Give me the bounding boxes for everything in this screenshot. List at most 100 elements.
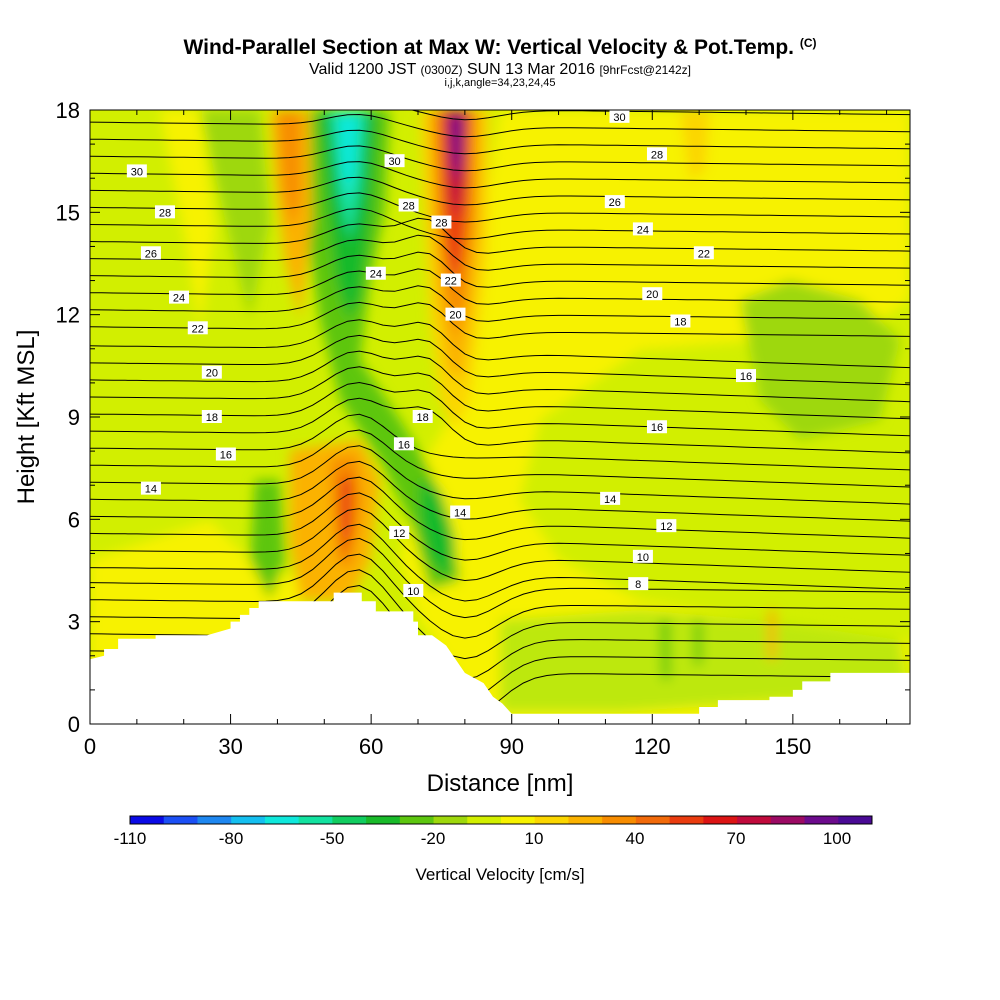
contour-label-bg xyxy=(393,437,414,451)
x-tick-label: 90 xyxy=(499,734,523,759)
colorbar-label: 100 xyxy=(823,829,851,848)
axes: 0 30 60 90 120 150 0 3 6 9 12 15 18 xyxy=(56,98,910,759)
contour-label: 14 xyxy=(145,484,157,496)
colorbar-swatch xyxy=(130,816,165,824)
colorbar-swatch xyxy=(804,816,839,824)
contour-label-bg xyxy=(693,246,714,260)
theta-contour-line xyxy=(90,301,910,339)
colorbar-swatch xyxy=(501,816,536,824)
downdraft-spot-surface-2 xyxy=(694,620,702,665)
theta-contour-line xyxy=(90,381,910,437)
contour-label: 30 xyxy=(613,112,625,124)
contour-label: 22 xyxy=(698,248,710,260)
terrain-mask xyxy=(90,592,910,724)
subtitle-date: SUN 13 Mar 2016 xyxy=(466,61,595,78)
contour-label: 30 xyxy=(388,156,400,168)
theta-contour-line xyxy=(90,251,910,288)
contour-label-bg xyxy=(646,420,667,434)
contour-label: 10 xyxy=(637,552,649,564)
contour-label: 24 xyxy=(370,269,382,281)
colorbar-swatch xyxy=(467,816,502,824)
theta-contour-line xyxy=(90,366,910,420)
x-tick-label: 150 xyxy=(774,734,811,759)
contour-label-bg xyxy=(445,307,466,321)
contour-label: 12 xyxy=(660,521,672,533)
contour-label: 18 xyxy=(417,412,429,424)
contour-label-bg xyxy=(600,491,621,505)
contour-label-bg xyxy=(126,164,147,178)
contour-label: 22 xyxy=(445,276,457,288)
colorbar-swatch xyxy=(669,816,704,824)
contour-label-bg xyxy=(440,273,461,287)
theta-contour-line xyxy=(90,334,910,386)
theta-contour-line xyxy=(90,192,910,223)
y-tick-label: 12 xyxy=(56,303,80,328)
x-tick-label: 30 xyxy=(218,734,242,759)
theta-contour-line xyxy=(90,492,910,561)
colorbar-label: 70 xyxy=(727,829,746,848)
contour-label: 20 xyxy=(206,368,218,380)
contour-label: 20 xyxy=(449,310,461,322)
colorbar-label: -20 xyxy=(421,829,446,848)
contour-label-bg xyxy=(670,314,691,328)
y-tick-label: 9 xyxy=(68,405,80,430)
colorbar-title: Vertical Velocity [cm/s] xyxy=(415,865,584,884)
chart-title: Wind-Parallel Section at Max W: Vertical… xyxy=(0,36,1000,60)
contour-label: 28 xyxy=(403,201,415,213)
theta-contour-line xyxy=(90,553,910,639)
contour-label-bg xyxy=(656,519,677,533)
contour-label: 14 xyxy=(604,494,616,506)
colorbar-swatch xyxy=(264,816,300,824)
colorbar-swatch xyxy=(332,816,367,824)
theta-contour-line xyxy=(90,523,910,602)
theta-contour-labels: 30 30 30 28 28 28 28 26 26 24 24 24 22 22 22 20 20 20 18 18… xyxy=(126,109,756,598)
contour-label-bg xyxy=(365,266,386,280)
contour-label-bg xyxy=(187,321,208,335)
theta-contour-line xyxy=(90,145,910,172)
colorbar-swatch xyxy=(197,816,232,824)
theta-contour-line xyxy=(90,217,910,254)
colorbar-label: 10 xyxy=(525,829,544,848)
colorbar-swatch xyxy=(635,816,671,824)
title-mark: (C) xyxy=(799,36,817,50)
subtitle-valid: Valid 1200 JST xyxy=(308,61,416,78)
contour-label-bg xyxy=(201,410,222,423)
title-main-text: Wind-Parallel Section at Max W: Vertical… xyxy=(183,36,794,59)
contour-label: 28 xyxy=(159,207,171,219)
theta-contour-line xyxy=(90,445,910,505)
subtitle-utc: (0300Z) xyxy=(420,63,463,77)
contour-label: 16 xyxy=(220,450,232,462)
contour-label: 24 xyxy=(173,293,185,305)
contour-label: 12 xyxy=(393,528,405,540)
y-tick-label: 0 xyxy=(68,712,80,737)
contour-label-bg xyxy=(736,369,756,383)
contour-label: 16 xyxy=(740,371,752,383)
contour-label-bg xyxy=(632,549,653,563)
contour-label: 14 xyxy=(454,508,466,520)
updraft-spot-upper-right xyxy=(680,110,710,180)
updraft-stripe-surface xyxy=(768,610,776,660)
colorbar-swatch xyxy=(366,816,401,824)
contour-label: 26 xyxy=(609,197,621,209)
theta-contour-line xyxy=(90,285,910,322)
x-tick-label: 0 xyxy=(84,734,96,759)
downdraft-column-peak xyxy=(338,115,358,200)
theta-contour-line xyxy=(90,508,910,582)
colorbar-swatch xyxy=(433,816,468,824)
colorbar-swatch xyxy=(770,816,806,824)
colorbar-swatch xyxy=(737,816,772,824)
contour-label: 10 xyxy=(407,586,419,598)
colorbar-swatch xyxy=(231,816,266,824)
downdraft-lobe-left xyxy=(250,480,285,600)
theta-contour-line xyxy=(90,208,910,240)
theta-contour-line xyxy=(90,129,910,155)
contour-label-bg xyxy=(642,287,663,301)
chart-subtitle: Valid 1200 JST (0300Z) SUN 13 Mar 2016 [… xyxy=(0,61,1000,79)
weak-updraft-band-left-upper xyxy=(160,110,215,330)
contour-label: 28 xyxy=(651,149,663,161)
theta-contours xyxy=(90,110,910,721)
contour-label: 30 xyxy=(131,166,143,178)
contour-label-bg xyxy=(384,154,405,168)
contour-label: 20 xyxy=(646,289,658,301)
